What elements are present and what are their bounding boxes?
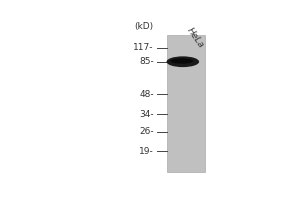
Ellipse shape	[170, 58, 193, 64]
Ellipse shape	[167, 56, 199, 67]
Text: HeLa: HeLa	[185, 26, 206, 50]
Text: 34-: 34-	[139, 110, 154, 119]
Text: (kD): (kD)	[135, 22, 154, 31]
Text: 117-: 117-	[133, 43, 154, 52]
Text: 85-: 85-	[139, 57, 154, 66]
Text: 19-: 19-	[139, 147, 154, 156]
Bar	[167, 35, 205, 172]
Text: 26-: 26-	[139, 127, 154, 136]
Text: 48-: 48-	[139, 90, 154, 99]
